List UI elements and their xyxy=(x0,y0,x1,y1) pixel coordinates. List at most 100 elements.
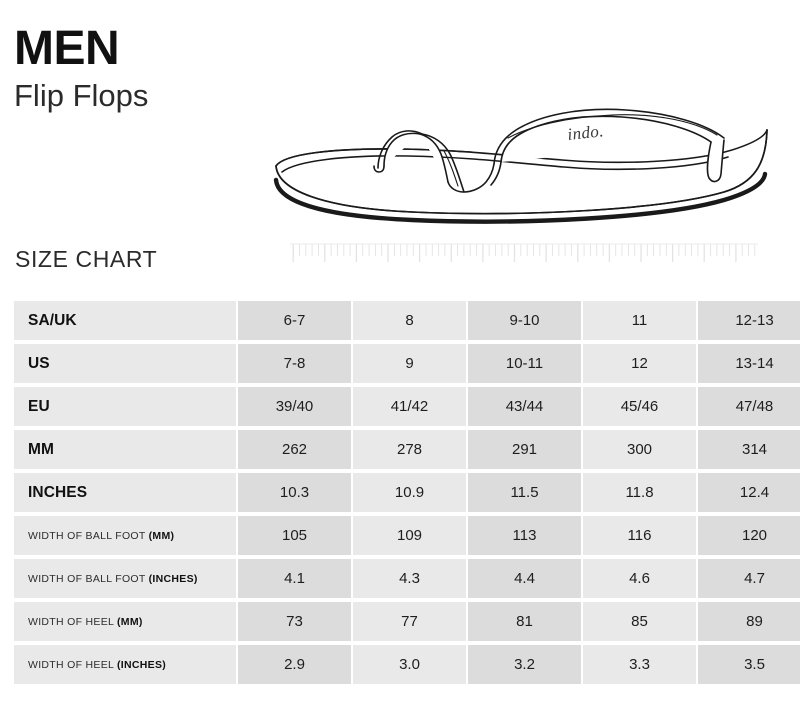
column-gap xyxy=(236,516,238,555)
column-gap xyxy=(236,602,238,641)
table-cell: 4.4 xyxy=(468,559,581,598)
column-gap xyxy=(351,602,353,641)
table-row: WIDTH OF HEEL (MM) 73 77 81 85 89 xyxy=(14,602,800,641)
column-gap xyxy=(466,430,468,469)
table-cell: 8 xyxy=(353,301,466,340)
table-row: US 7-8 9 10-11 12 13-14 xyxy=(14,344,800,383)
column-gap xyxy=(581,301,583,340)
column-gap xyxy=(696,387,698,426)
column-gap xyxy=(696,473,698,512)
table-cell: 89 xyxy=(698,602,800,641)
row-label: SA/UK xyxy=(14,301,236,340)
size-chart-table-body: SA/UK 6-7 8 9-10 11 12-13 US 7-8 9 10-11 12 13-14 EU… xyxy=(14,301,800,684)
table-row: INCHES 10.3 10.9 11.5 11.8 12.4 xyxy=(14,473,800,512)
column-gap xyxy=(581,387,583,426)
column-gap xyxy=(351,559,353,598)
table-row: EU 39/40 41/42 43/44 45/46 47/48 xyxy=(14,387,800,426)
column-gap xyxy=(351,430,353,469)
column-gap xyxy=(581,430,583,469)
column-gap xyxy=(466,645,468,684)
table-cell: 3.0 xyxy=(353,645,466,684)
row-label-unit: (MM) xyxy=(116,615,143,628)
table-cell: 11.8 xyxy=(583,473,696,512)
table-cell: 81 xyxy=(468,602,581,641)
column-gap xyxy=(351,344,353,383)
table-cell: 120 xyxy=(698,516,800,555)
column-gap xyxy=(351,301,353,340)
table-cell: 105 xyxy=(238,516,351,555)
table-cell: 12 xyxy=(583,344,696,383)
column-gap xyxy=(466,516,468,555)
table-cell: 4.6 xyxy=(583,559,696,598)
column-gap xyxy=(581,559,583,598)
table-cell: 47/48 xyxy=(698,387,800,426)
table-cell: 291 xyxy=(468,430,581,469)
column-gap xyxy=(351,387,353,426)
row-label: WIDTH OF HEEL (MM) xyxy=(14,602,236,641)
table-row: WIDTH OF HEEL (INCHES) 2.9 3.0 3.2 3.3 3.5 xyxy=(14,645,800,684)
column-gap xyxy=(236,344,238,383)
table-cell: 314 xyxy=(698,430,800,469)
measuring-tape-graphic xyxy=(290,238,758,268)
table-cell: 12-13 xyxy=(698,301,800,340)
table-cell: 4.7 xyxy=(698,559,800,598)
column-gap xyxy=(351,516,353,555)
table-cell: 262 xyxy=(238,430,351,469)
column-gap xyxy=(466,559,468,598)
column-gap xyxy=(466,344,468,383)
page-subtitle: Flip Flops xyxy=(14,78,149,113)
table-cell: 12.4 xyxy=(698,473,800,512)
row-label-unit: (MM) xyxy=(148,529,175,542)
row-label: WIDTH OF BALL FOOT (MM) xyxy=(14,516,236,555)
column-gap xyxy=(581,473,583,512)
table-cell: 4.3 xyxy=(353,559,466,598)
svg-text:indo.: indo. xyxy=(566,121,604,144)
column-gap xyxy=(236,473,238,512)
table-cell: 13-14 xyxy=(698,344,800,383)
column-gap xyxy=(466,473,468,512)
table-row: SA/UK 6-7 8 9-10 11 12-13 xyxy=(14,301,800,340)
row-label: US xyxy=(14,344,236,383)
row-label: WIDTH OF BALL FOOT (INCHES) xyxy=(14,559,236,598)
table-cell: 4.1 xyxy=(238,559,351,598)
row-label: EU xyxy=(14,387,236,426)
row-label: INCHES xyxy=(14,473,236,512)
row-label-unit: (INCHES) xyxy=(116,658,167,671)
row-label: MM xyxy=(14,430,236,469)
column-gap xyxy=(696,645,698,684)
column-gap xyxy=(236,645,238,684)
size-chart-heading: SIZE CHART xyxy=(15,246,158,272)
column-gap xyxy=(581,516,583,555)
column-gap xyxy=(581,602,583,641)
column-gap xyxy=(236,301,238,340)
row-label-unit: (INCHES) xyxy=(148,572,198,585)
table-cell: 113 xyxy=(468,516,581,555)
column-gap xyxy=(466,602,468,641)
column-gap xyxy=(696,430,698,469)
table-cell: 10.3 xyxy=(238,473,351,512)
table-cell: 6-7 xyxy=(238,301,351,340)
table-cell: 39/40 xyxy=(238,387,351,426)
brand-logo-text: indo. xyxy=(566,121,604,144)
table-cell: 3.2 xyxy=(468,645,581,684)
page-title: MEN xyxy=(14,22,120,75)
column-gap xyxy=(696,602,698,641)
table-cell: 10.9 xyxy=(353,473,466,512)
table-cell: 45/46 xyxy=(583,387,696,426)
column-gap xyxy=(466,387,468,426)
table-cell: 11.5 xyxy=(468,473,581,512)
column-gap xyxy=(466,301,468,340)
table-cell: 85 xyxy=(583,602,696,641)
table-cell: 77 xyxy=(353,602,466,641)
table-cell: 3.3 xyxy=(583,645,696,684)
table-cell: 2.9 xyxy=(238,645,351,684)
column-gap xyxy=(696,516,698,555)
column-gap xyxy=(696,344,698,383)
size-chart-table: SA/UK 6-7 8 9-10 11 12-13 US 7-8 9 10-11 12 13-14 EU… xyxy=(14,297,800,688)
column-gap xyxy=(236,430,238,469)
table-row: WIDTH OF BALL FOOT (INCHES) 4.1 4.3 4.4 4.6 4… xyxy=(14,559,800,598)
column-gap xyxy=(236,387,238,426)
table-cell: 116 xyxy=(583,516,696,555)
column-gap xyxy=(581,344,583,383)
